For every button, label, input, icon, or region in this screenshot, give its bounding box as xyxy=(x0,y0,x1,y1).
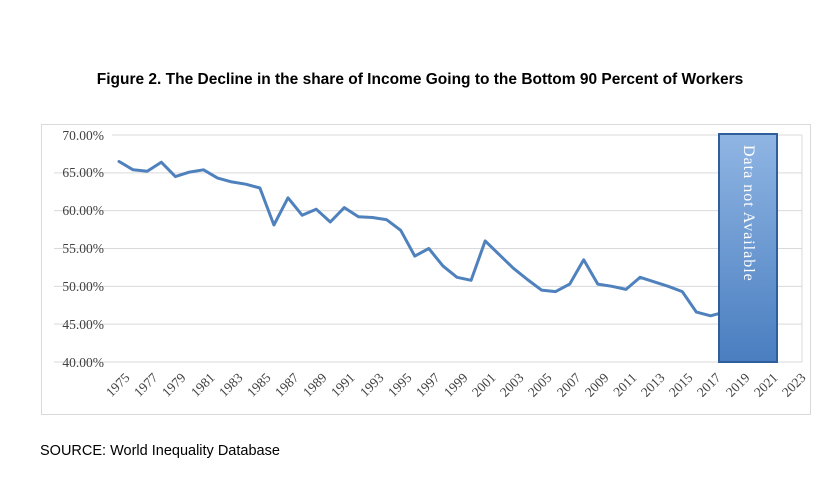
source-note: SOURCE: World Inequality Database xyxy=(40,443,280,459)
y-axis-tick-label: 45.00% xyxy=(62,316,104,332)
income-share-line-series xyxy=(117,160,741,318)
y-axis-tick-label: 40.00% xyxy=(62,354,104,370)
y-axis-tick-label: 50.00% xyxy=(62,278,104,294)
y-axis-tick-label: 60.00% xyxy=(62,203,104,219)
data-not-available-label: Data not Available xyxy=(740,145,757,282)
data-not-available-callout: Data not Available xyxy=(718,133,778,363)
line-chart-plot xyxy=(54,134,803,363)
chart-canvas: 70.00% 65.00% 60.00% 55.00% 50.00% 45.00% 40.0… xyxy=(41,124,811,415)
figure-title: Figure 2. The Decline in the share of In… xyxy=(96,71,744,88)
y-axis-tick-label: 65.00% xyxy=(62,165,104,181)
y-axis-tick-label: 70.00% xyxy=(62,127,104,143)
y-axis-tick-label: 55.00% xyxy=(62,241,104,256)
